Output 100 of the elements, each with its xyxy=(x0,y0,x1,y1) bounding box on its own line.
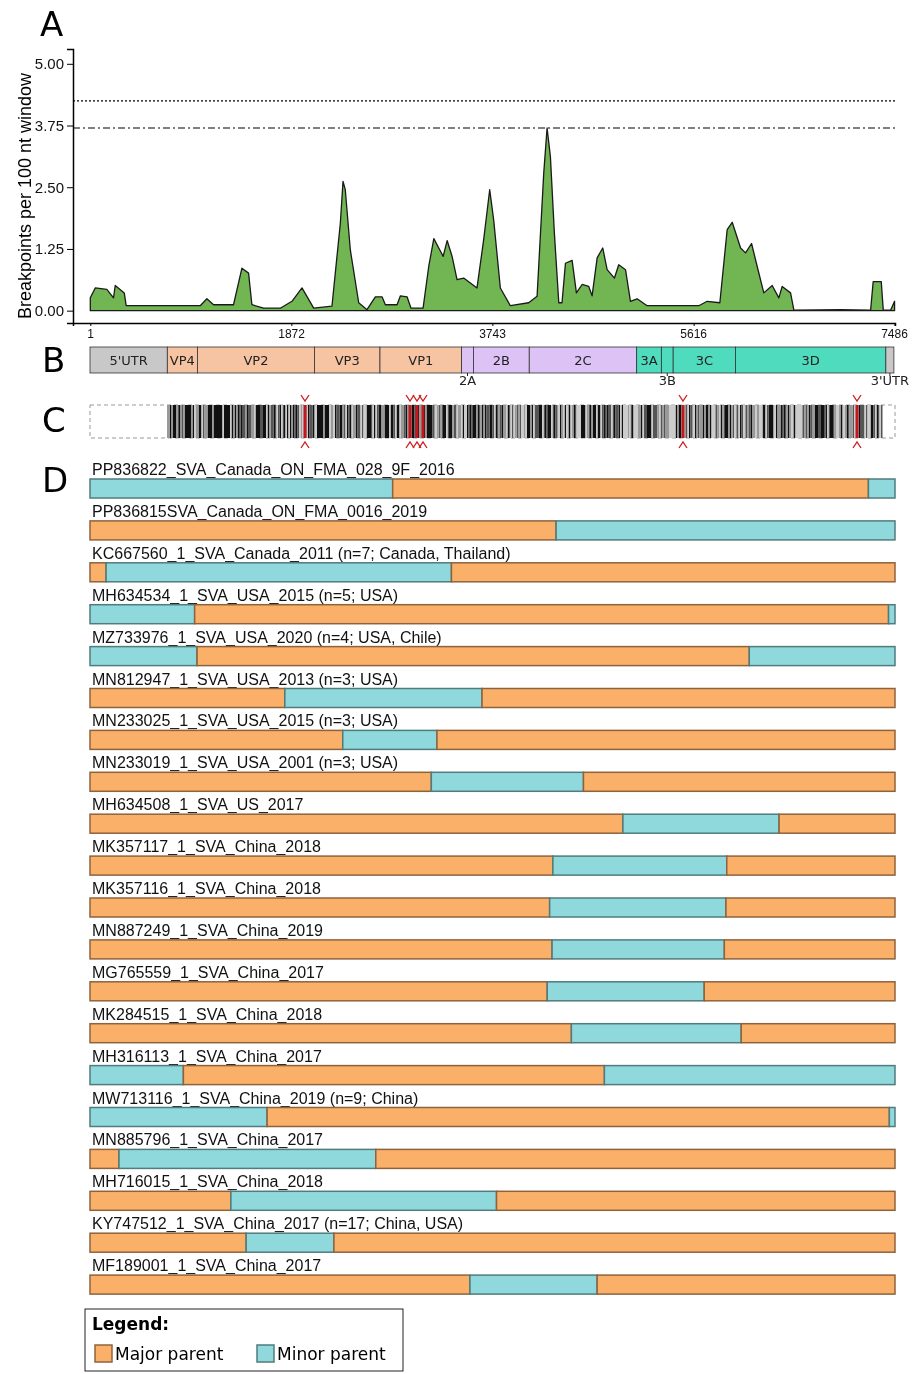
bar xyxy=(778,813,896,834)
bar xyxy=(740,1022,896,1044)
bar xyxy=(375,1148,896,1170)
bar xyxy=(450,562,896,583)
bar xyxy=(105,562,453,583)
y-axis-title: Breakpoints per 100 nt window xyxy=(15,71,35,320)
legend-title: Legend: xyxy=(92,1314,170,1334)
y-tick-label: 2.50 xyxy=(34,178,64,196)
series-label: 2C xyxy=(574,353,592,368)
bar xyxy=(888,1106,896,1128)
bar xyxy=(230,1190,498,1212)
y-tick-label: MK284515_1_SVA_China_2018 xyxy=(92,1005,323,1024)
bar xyxy=(266,1106,891,1128)
y-tick-label: MW713116_1_SVA_China_2019 (n=9; China) xyxy=(92,1089,419,1108)
y-tick-label: MN812947_1_SVA_USA_2013 (n=3; USA) xyxy=(92,670,399,689)
bar xyxy=(89,603,196,625)
y-tick-label: MH316113_1_SVA_China_2017 xyxy=(92,1047,322,1066)
y-tick-label: PP836822_SVA_Canada_ON_FMA_028_9F_2016 xyxy=(92,461,455,479)
bar xyxy=(725,897,896,918)
bar xyxy=(342,729,438,751)
chart-title: D xyxy=(42,460,69,500)
bar xyxy=(89,981,548,1002)
y-tick-label: MH716015_1_SVA_China_2018 xyxy=(92,1173,324,1192)
series-label: 2B xyxy=(492,353,510,368)
bar xyxy=(89,1274,471,1295)
y-tick-label: PP836815SVA_Canada_ON_FMA_0016_2019 xyxy=(92,502,428,521)
y-tick-label: 5.00 xyxy=(34,55,64,73)
y-tick-label: MN887249_1_SVA_China_2019 xyxy=(92,921,324,940)
y-tick-label: MN885796_1_SVA_China_2017 xyxy=(92,1131,324,1150)
bar xyxy=(89,520,557,541)
bar xyxy=(89,1064,185,1086)
series-label: 3C xyxy=(695,353,714,368)
bar xyxy=(245,1232,335,1253)
bar xyxy=(89,562,107,583)
y-tick-label: MK357116_1_SVA_China_2018 xyxy=(92,880,322,898)
series-label: VP4 xyxy=(169,353,195,368)
bar xyxy=(887,603,896,625)
x-tick-label: 7486 xyxy=(881,327,909,341)
bar xyxy=(89,939,553,960)
bar xyxy=(89,1148,120,1170)
y-tick-label: MF189001_1_SVA_China_2017 xyxy=(92,1257,322,1276)
text: C xyxy=(42,400,66,440)
bar xyxy=(333,1232,896,1253)
y-tick-label: 3.75 xyxy=(34,116,64,134)
bar xyxy=(867,478,896,499)
bar xyxy=(596,1274,896,1295)
bar xyxy=(622,813,780,834)
y-tick-label: KY747512_1_SVA_China_2017 (n=17; China, USA) xyxy=(92,1215,464,1234)
y-tick-label: 0.00 xyxy=(34,301,64,319)
bar xyxy=(89,645,198,667)
y-tick-label: MZ733976_1_SVA_USA_2020 (n=4; USA, Chile) xyxy=(92,628,442,647)
y-tick-label: MG765559_1_SVA_China_2017 xyxy=(92,963,324,982)
bar xyxy=(89,478,394,499)
series-label: VP1 xyxy=(408,353,434,368)
series-label: 3B xyxy=(658,373,676,388)
y-tick-label: 1.25 xyxy=(34,240,64,258)
bar xyxy=(284,687,483,709)
bar xyxy=(391,478,870,499)
bar xyxy=(430,771,585,793)
bar xyxy=(89,1190,232,1212)
bar xyxy=(89,1022,573,1044)
y-tick-label: MN233025_1_SVA_USA_2015 (n=3; USA) xyxy=(92,712,399,731)
bar xyxy=(469,1274,598,1295)
series-label: 3'UTR xyxy=(870,373,910,388)
legend-label: Minor parent xyxy=(277,1344,387,1364)
bar xyxy=(182,1064,606,1086)
bar xyxy=(570,1022,742,1044)
series-label: VP2 xyxy=(243,353,269,368)
series-label: 3D xyxy=(801,353,820,368)
bar xyxy=(89,1106,268,1128)
bar xyxy=(481,687,896,709)
bar xyxy=(546,981,705,1002)
bar xyxy=(723,939,896,960)
legend-label: Major parent xyxy=(115,1344,224,1364)
bar xyxy=(552,855,728,876)
y-tick-label: MK357117_1_SVA_China_2018 xyxy=(92,838,322,857)
bar xyxy=(89,687,286,709)
bar xyxy=(582,771,896,793)
chart-title: A xyxy=(40,4,64,44)
y-tick-label: MH634534_1_SVA_USA_2015 (n=5; USA) xyxy=(92,586,399,605)
chart-title: B xyxy=(42,340,66,380)
bar xyxy=(89,897,551,918)
series-label: 3A xyxy=(640,353,658,368)
bar xyxy=(548,897,727,918)
bar xyxy=(89,855,554,876)
bar xyxy=(89,1232,247,1253)
bar xyxy=(603,1064,896,1086)
bar xyxy=(436,729,896,751)
bar xyxy=(495,1190,896,1212)
x-tick-label: 5616 xyxy=(680,327,708,341)
bar xyxy=(193,603,890,625)
y-tick-label: KC667560_1_SVA_Canada_2011 (n=7; Canada, Thailand) xyxy=(92,544,511,563)
series-label: 5'UTR xyxy=(109,353,148,368)
bar xyxy=(89,771,433,793)
bar xyxy=(703,981,896,1002)
series-label: VP3 xyxy=(334,353,360,368)
bar xyxy=(748,645,896,667)
x-tick-label: 1872 xyxy=(278,327,306,341)
bar xyxy=(118,1148,377,1170)
bar xyxy=(555,520,896,541)
